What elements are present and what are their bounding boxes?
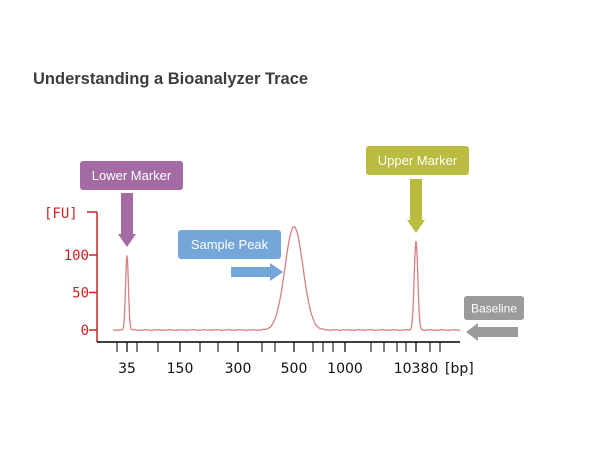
baseline-annotation: Baseline [464,296,524,341]
upper-marker-arrow [407,179,425,233]
upper-marker-label-text: Upper Marker [378,153,458,168]
y-tick-label: 0 [81,323,89,339]
baseline-label-text: Baseline [471,302,517,316]
lower-marker-label-box [80,161,183,190]
x-tick-label: 35 [118,361,136,377]
lower-marker-label-text: Lower Marker [92,168,172,183]
lower-marker-annotation: Lower Marker [80,161,183,247]
upper-marker-label-box [366,146,469,175]
sample-peak-arrow [231,263,283,281]
y-tick-label: 50 [72,286,89,302]
x-tick-label: 300 [225,361,252,377]
y-axis-label: [FU] [44,206,78,222]
upper-marker-annotation: Upper Marker [366,146,469,233]
x-tick-label: 500 [281,361,308,377]
x-tick-label: 10380 [394,361,439,377]
sample-peak-annotation: Sample Peak [178,230,283,281]
sample-peak-label-box [178,230,281,259]
baseline-label-box [464,296,524,320]
trace-line [112,225,461,332]
y-tick-label: 100 [64,248,89,264]
lower-marker-arrow [118,193,136,247]
page-title: Understanding a Bioanalyzer Trace [33,70,309,88]
x-tick-label: 150 [167,361,194,377]
baseline-arrow [466,323,518,341]
x-axis-label: [bp] [445,361,474,377]
x-tick-label: 1000 [327,361,363,377]
sample-peak-label-text: Sample Peak [191,237,269,252]
